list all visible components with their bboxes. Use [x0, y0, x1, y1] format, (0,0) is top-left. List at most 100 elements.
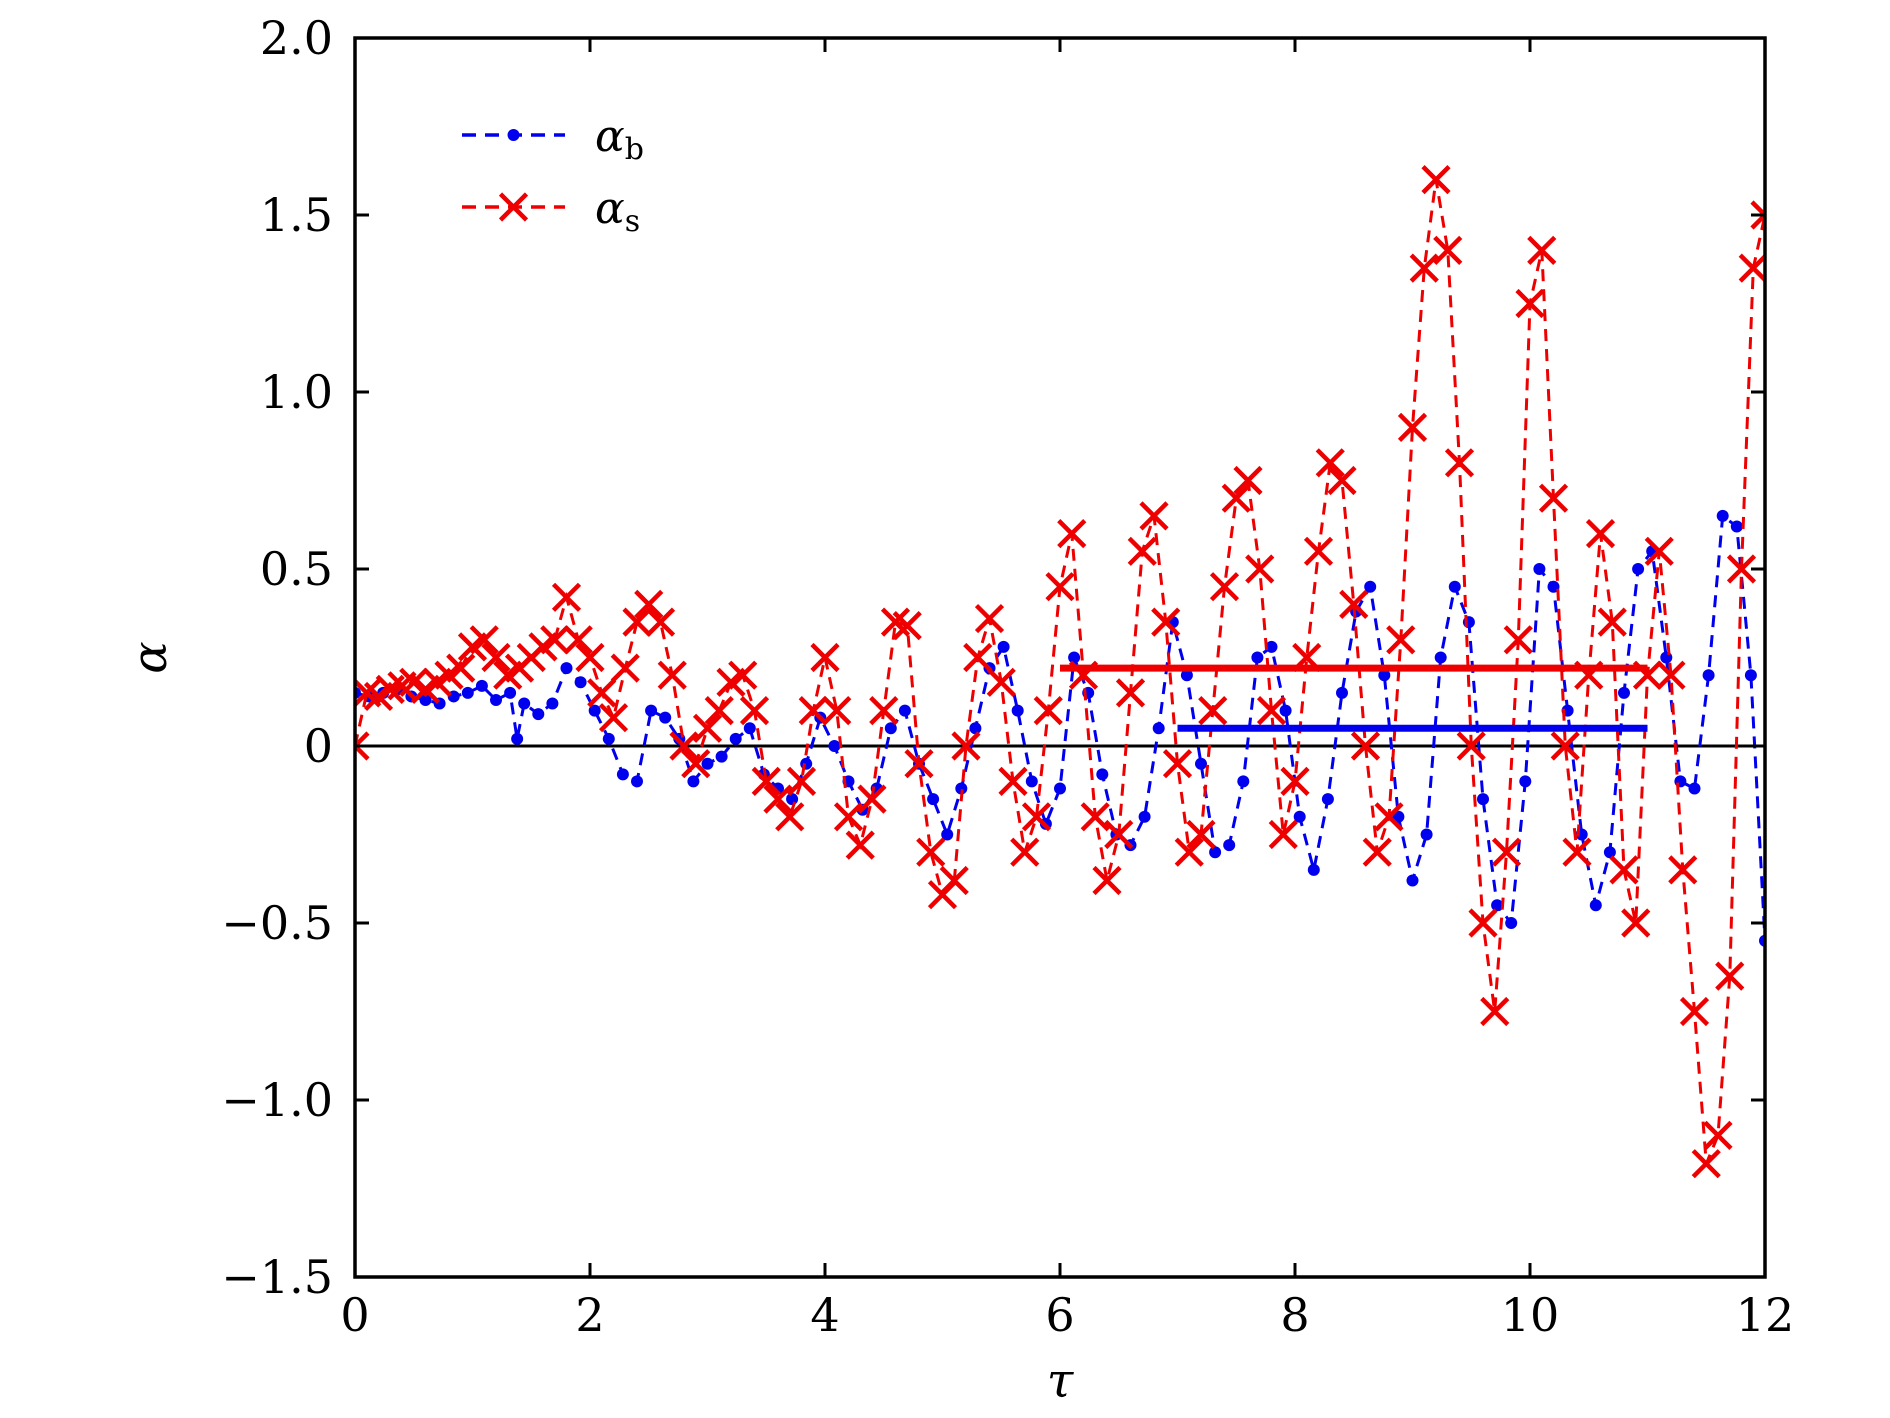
x-tick-label: 4	[810, 1288, 839, 1342]
point-s	[1198, 696, 1228, 726]
point-s	[939, 865, 969, 896]
x-tick-label: 10	[1501, 1288, 1560, 1342]
legend-label-b: αb	[595, 111, 644, 167]
point-b	[1054, 782, 1066, 795]
point-b	[1618, 686, 1630, 699]
point-s	[540, 625, 570, 655]
point-b	[1011, 704, 1024, 717]
point-s	[1139, 501, 1169, 531]
point-s	[1127, 536, 1157, 566]
point-s	[1609, 855, 1639, 885]
point-b	[1406, 874, 1419, 887]
point-s	[1503, 625, 1533, 655]
series-b	[355, 509, 1765, 947]
point-s	[1315, 448, 1345, 478]
point-s	[1115, 678, 1146, 708]
point-b	[1702, 669, 1715, 682]
point-b	[659, 711, 672, 724]
point-b	[1138, 810, 1151, 823]
point-b	[1434, 651, 1447, 664]
point-s	[845, 830, 875, 860]
point-b	[511, 732, 524, 745]
point-s	[645, 607, 676, 637]
point-s	[1397, 412, 1428, 442]
point-s	[1515, 288, 1545, 319]
point-b	[927, 793, 940, 806]
point-s	[1339, 589, 1369, 619]
point-b	[1632, 563, 1645, 575]
point-b	[715, 750, 728, 763]
x-axis-label: τ	[1047, 1353, 1075, 1409]
point-s	[1057, 519, 1087, 549]
point-b	[1378, 669, 1391, 682]
point-s	[634, 589, 664, 619]
point-b	[955, 782, 968, 795]
point-s	[669, 731, 699, 761]
point-s	[1668, 855, 1698, 885]
point-s	[1409, 253, 1439, 283]
x-tick-label: 0	[340, 1288, 369, 1342]
point-s	[1245, 554, 1275, 584]
point-s	[1021, 802, 1052, 832]
point-s	[798, 696, 828, 726]
point-b	[1152, 722, 1165, 735]
point-s	[1151, 607, 1181, 637]
point-b	[1279, 704, 1292, 717]
point-s	[974, 603, 1005, 634]
point-s	[1644, 536, 1674, 566]
point-b	[518, 697, 531, 710]
point-s	[1362, 837, 1392, 867]
point-s	[563, 625, 593, 655]
point-s	[892, 611, 922, 641]
point-s	[916, 837, 946, 867]
point-s	[610, 653, 640, 683]
legend-label-subscript: s	[625, 204, 640, 239]
point-b	[786, 793, 799, 806]
point-s	[739, 696, 770, 726]
point-s	[1268, 819, 1298, 850]
point-s	[681, 749, 711, 779]
series-s	[355, 165, 1765, 1179]
point-s	[1480, 996, 1510, 1027]
point-s	[551, 582, 582, 612]
point-b	[1096, 768, 1109, 781]
x-tick-label: 12	[1736, 1288, 1795, 1342]
point-s	[692, 713, 723, 743]
point-b	[800, 757, 813, 770]
point-b	[602, 732, 615, 745]
point-s	[446, 653, 476, 683]
point-s	[1703, 1120, 1733, 1150]
legend-marker-b	[507, 129, 520, 141]
point-b	[1392, 810, 1405, 823]
point-s	[355, 731, 370, 761]
point-s	[657, 660, 687, 690]
point-s	[1104, 819, 1134, 850]
point-s	[822, 696, 852, 726]
point-b	[532, 708, 545, 721]
point-s	[1233, 465, 1263, 496]
series-group	[355, 165, 1765, 1179]
point-b	[616, 768, 629, 781]
point-b	[645, 704, 658, 717]
point-b	[1477, 793, 1489, 806]
y-tick-label: −0.5	[221, 896, 333, 950]
point-b	[1265, 640, 1278, 653]
point-s	[587, 678, 617, 708]
point-b	[884, 722, 897, 735]
point-b	[1505, 917, 1518, 929]
legend-label-s: αs	[595, 183, 640, 239]
point-s	[998, 766, 1028, 796]
y-tick-label: −1.5	[221, 1250, 333, 1304]
point-b	[1223, 839, 1236, 852]
point-b	[1195, 757, 1207, 770]
point-b	[1321, 793, 1334, 806]
y-axis-label: α	[122, 641, 178, 673]
point-b	[1251, 651, 1264, 664]
point-s	[1209, 572, 1240, 602]
y-tick-label: 2.0	[260, 11, 333, 65]
point-s	[1468, 908, 1498, 938]
point-s	[1256, 696, 1287, 726]
y-tick-label: −1.0	[221, 1073, 333, 1127]
point-s	[1174, 837, 1204, 867]
point-b	[969, 722, 982, 735]
